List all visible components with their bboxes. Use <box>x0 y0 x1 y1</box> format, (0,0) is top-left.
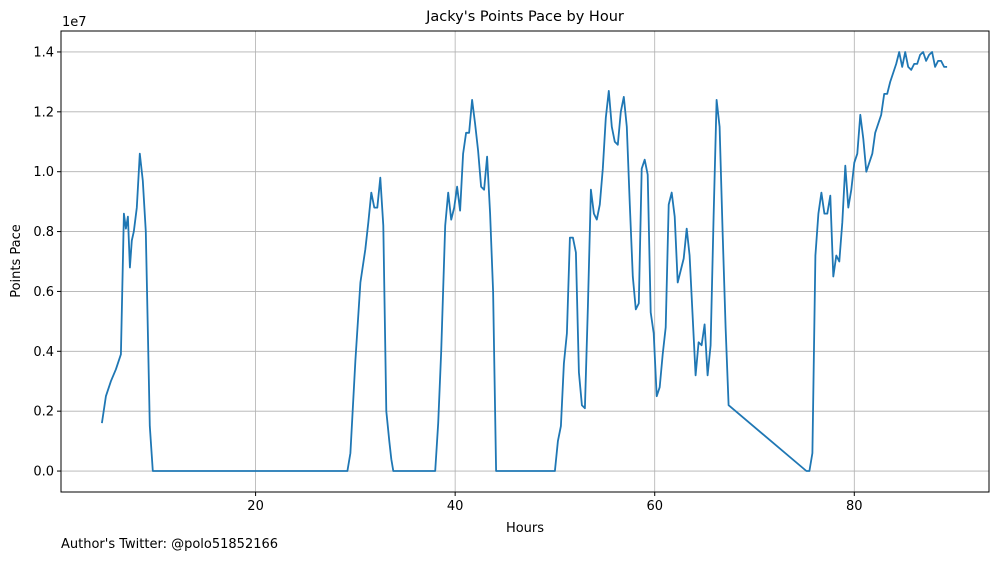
x-tick-label: 40 <box>447 499 464 514</box>
author-credit: Author's Twitter: @polo51852166 <box>61 537 279 552</box>
series-layer <box>101 51 948 472</box>
y-axis-label: Points Pace <box>9 224 24 298</box>
grid <box>61 31 989 492</box>
y-axis: 0.0 0.2 0.4 0.6 0.8 1.0 1.2 1.4 <box>33 45 61 480</box>
y-axis-scale-label: 1e7 <box>62 15 87 30</box>
y-tick-label: 0.6 <box>33 285 54 300</box>
x-axis: 20 40 60 80 <box>247 492 863 514</box>
y-tick-label: 0.4 <box>33 345 54 360</box>
x-axis-label: Hours <box>506 521 544 536</box>
y-tick-label: 0.0 <box>33 465 54 480</box>
y-tick-label: 0.2 <box>33 405 54 420</box>
y-tick-label: 0.8 <box>33 225 54 240</box>
x-tick-label: 60 <box>646 499 663 514</box>
chart-title: Jacky's Points Pace by Hour <box>425 9 624 25</box>
y-tick-label: 1.4 <box>33 45 54 60</box>
x-tick-label: 20 <box>247 499 264 514</box>
series-line <box>101 51 948 472</box>
plot-frame <box>60 30 990 493</box>
y-tick-label: 1.2 <box>33 105 54 120</box>
x-tick-label: 80 <box>846 499 863 514</box>
y-tick-label: 1.0 <box>33 165 54 180</box>
